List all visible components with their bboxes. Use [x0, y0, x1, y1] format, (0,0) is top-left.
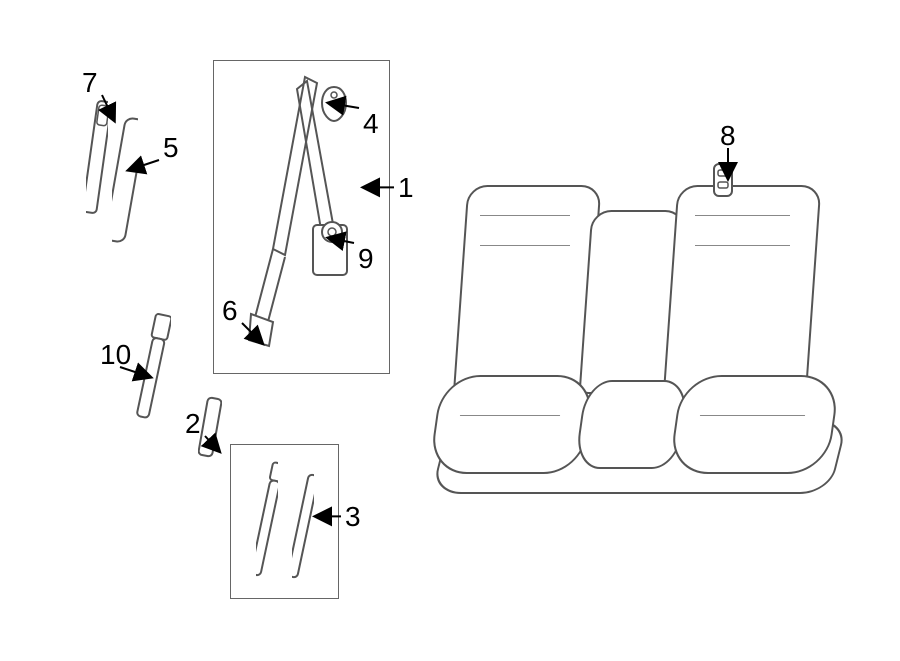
callout-label-6: 6: [222, 295, 238, 327]
callout-arrow-6: [242, 323, 262, 343]
callout-label-7: 7: [82, 67, 98, 99]
callout-label-5: 5: [163, 132, 179, 164]
callout-arrow-2: [205, 436, 219, 451]
callout-arrow-7: [102, 95, 114, 120]
callout-label-9: 9: [358, 243, 374, 275]
callout-label-2: 2: [185, 408, 201, 440]
callout-label-1: 1: [398, 172, 414, 204]
callout-arrow-9: [329, 238, 354, 243]
callout-label-10: 10: [100, 339, 131, 371]
callout-label-8: 8: [720, 120, 736, 152]
callout-arrow-5: [129, 160, 159, 170]
callout-label-4: 4: [363, 108, 379, 140]
callout-arrows: [0, 0, 900, 661]
callout-arrow-4: [329, 103, 359, 108]
parts-diagram: 1 2 3 4 5 6 7 8 9 10: [0, 0, 900, 661]
callout-label-3: 3: [345, 501, 361, 533]
